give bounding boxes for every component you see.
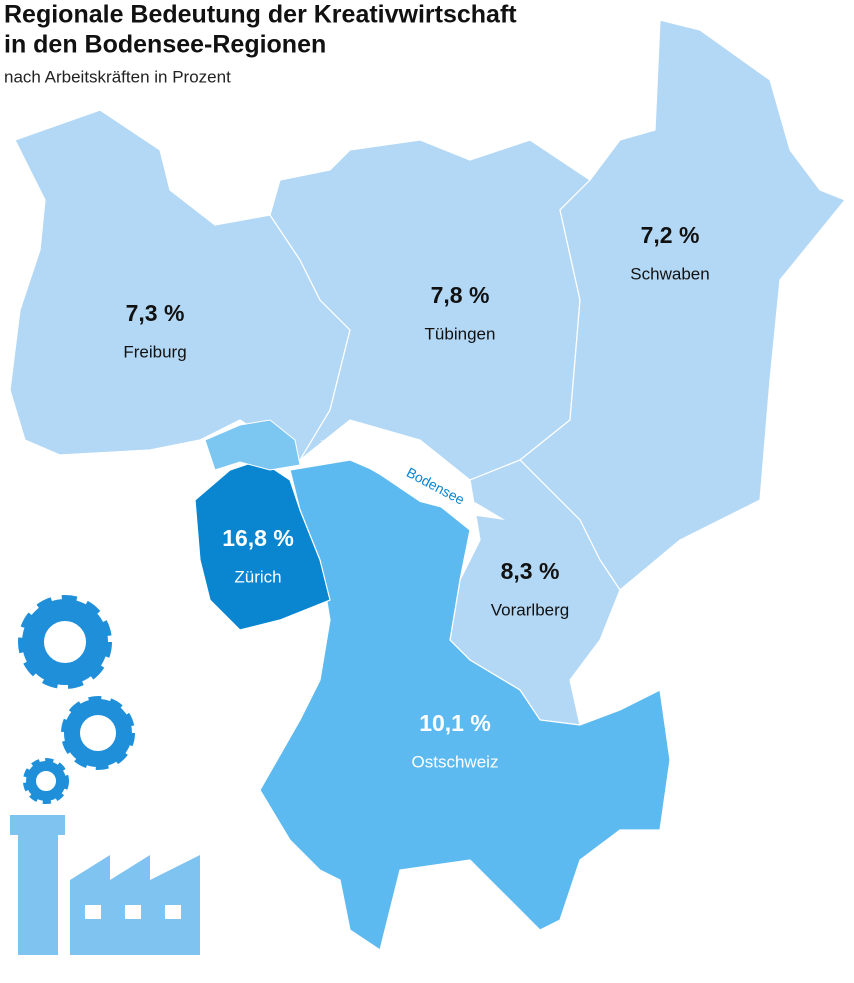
region-name: Freiburg bbox=[123, 342, 186, 361]
region-shape bbox=[259, 459, 671, 951]
region-value: 7,3 % bbox=[126, 300, 185, 326]
region-shape bbox=[9, 109, 351, 461]
gear-icons bbox=[18, 595, 135, 804]
region-value: 10,1 % bbox=[419, 710, 491, 736]
regions bbox=[9, 19, 846, 951]
factory-icon bbox=[10, 815, 200, 955]
region-value: 7,8 % bbox=[431, 282, 490, 308]
region-shape bbox=[519, 19, 846, 591]
region-name: Ostschweiz bbox=[412, 752, 499, 771]
region-value: 8,3 % bbox=[501, 558, 560, 584]
region-name: Tübingen bbox=[425, 324, 496, 343]
lake-shape bbox=[320, 440, 505, 520]
region-value: 7,2 % bbox=[641, 222, 700, 248]
region-value: 16,8 % bbox=[222, 525, 294, 551]
region-name: Vorarlberg bbox=[491, 600, 569, 619]
subtitle: nach Arbeitskräften in Prozent bbox=[4, 67, 231, 86]
schaffhausen-shape bbox=[204, 419, 301, 471]
title: Regionale Bedeutung der Kreativwirtschaf… bbox=[4, 1, 517, 29]
region-name: Zürich bbox=[234, 567, 281, 586]
title: in den Bodensee-Regionen bbox=[4, 31, 326, 59]
region-name: Schwaben bbox=[630, 264, 709, 283]
